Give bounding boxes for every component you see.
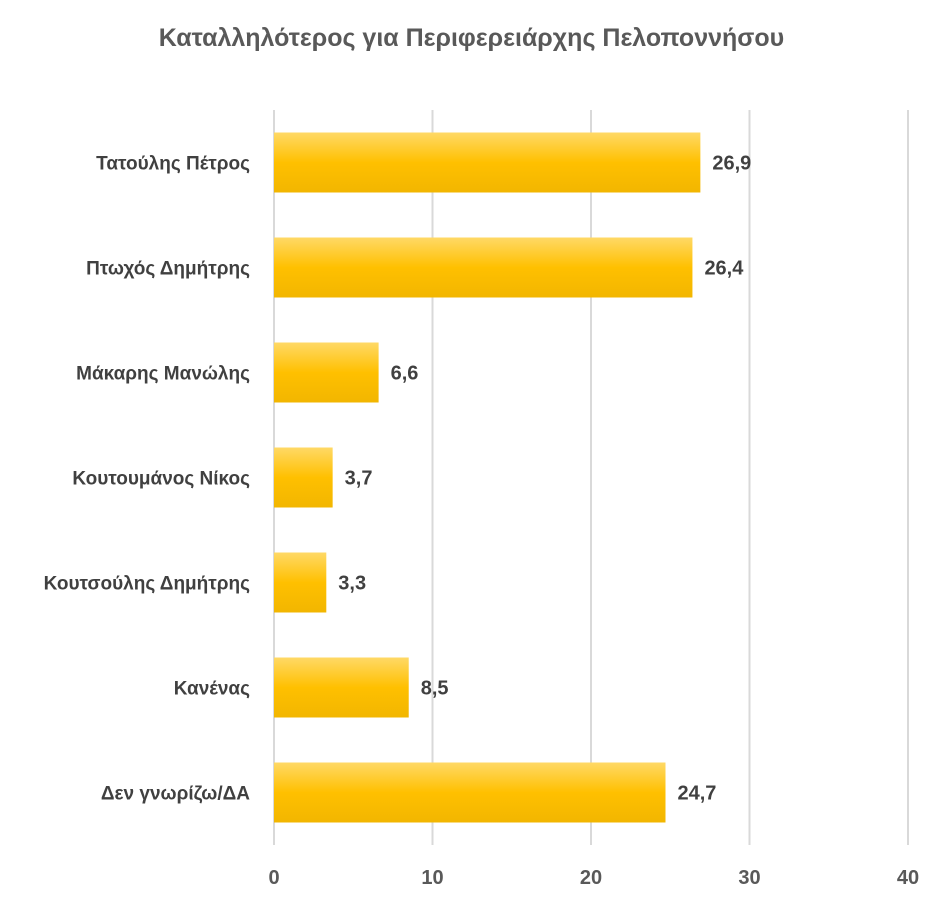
x-tick-label: 30: [738, 867, 760, 889]
grid-lines: [273, 110, 909, 845]
bar: [274, 447, 333, 508]
x-tick-label: 20: [580, 867, 602, 889]
bar: [274, 657, 409, 718]
category-label: Κουτουμάνος Νίκος: [72, 469, 250, 490]
bars: [274, 132, 701, 823]
category-label: Μάκαρης Μανώλης: [76, 364, 250, 385]
bar: [274, 237, 693, 298]
category-label: Κουτσούλης Δημήτρης: [44, 574, 251, 595]
bar: [274, 132, 701, 193]
chart-title: Καταλληλότερος για Περιφερειάρχης Πελοπο…: [158, 24, 785, 52]
data-label: 3,7: [345, 468, 373, 490]
category-label: Δεν γνωρίζω/ΔΑ: [101, 784, 250, 805]
category-label: Πτωχός Δημήτρης: [86, 259, 250, 280]
value-labels: 26,9 26,4 6,6 3,7 3,3 8,5 24,7: [338, 153, 751, 805]
bar: [274, 552, 327, 613]
bar: [274, 342, 379, 403]
x-tick-label: 10: [421, 867, 443, 889]
x-tick-label: 0: [268, 867, 279, 889]
data-label: 3,3: [338, 573, 366, 595]
data-label: 8,5: [421, 678, 449, 700]
category-label: Τατούλης Πέτρος: [96, 154, 250, 175]
category-label: Κανένας: [174, 679, 250, 700]
bar: [274, 762, 666, 823]
x-axis-ticks: 0 10 20 30 40: [268, 867, 919, 889]
data-label: 24,7: [677, 783, 716, 805]
category-labels: Τατούλης Πέτρος Πτωχός Δημήτρης Μάκαρης Μα…: [44, 154, 251, 805]
x-tick-label: 40: [897, 867, 919, 889]
data-label: 6,6: [391, 363, 419, 385]
data-label: 26,9: [712, 153, 751, 175]
data-label: 26,4: [704, 258, 744, 280]
